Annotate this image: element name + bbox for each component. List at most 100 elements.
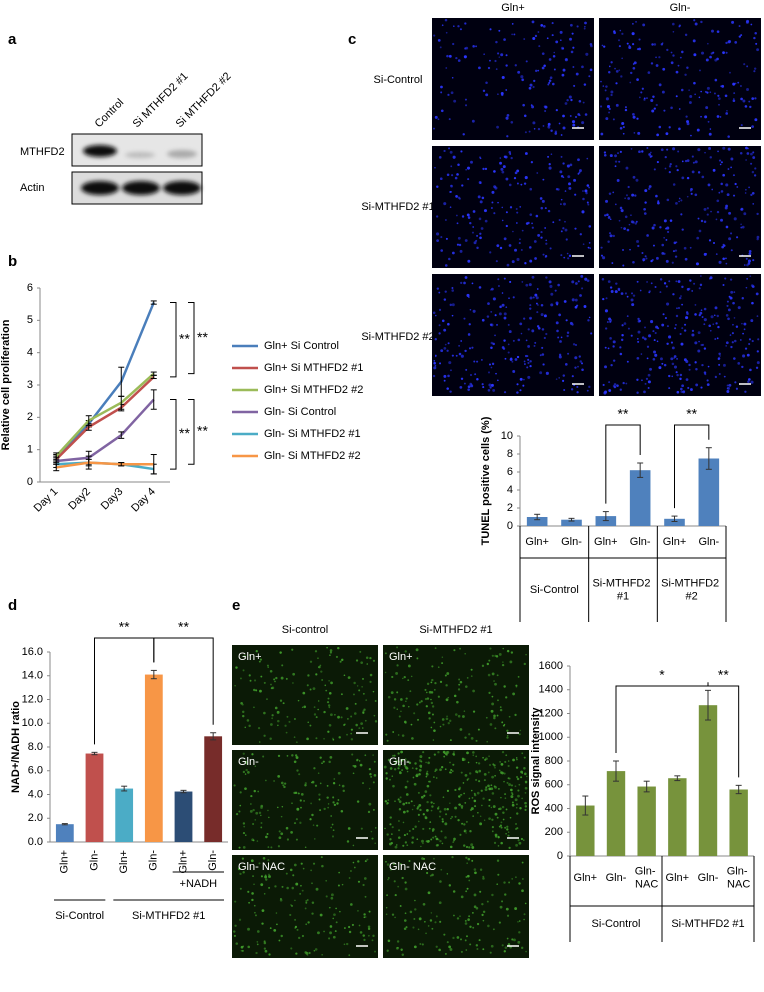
cell-dot — [314, 948, 318, 951]
cell-dot — [317, 700, 320, 702]
cell-dot — [548, 81, 551, 84]
panel-label: e — [232, 597, 240, 614]
cell-dot — [480, 789, 483, 792]
cell-dot — [391, 913, 395, 916]
cell-dot — [648, 185, 652, 188]
cell-dot — [418, 701, 421, 704]
cell-dot — [714, 306, 718, 310]
y-tick-label: 2 — [27, 411, 33, 423]
cell-dot — [397, 752, 400, 755]
cell-dot — [620, 209, 624, 213]
cell-dot — [359, 650, 362, 653]
cell-dot — [503, 950, 506, 953]
cell-dot — [603, 153, 607, 157]
cell-dot — [653, 350, 657, 354]
cell-dot — [524, 262, 527, 265]
cell-dot — [443, 202, 447, 206]
cell-dot — [449, 150, 453, 154]
cell-dot — [294, 918, 297, 921]
cell-dot — [247, 770, 250, 774]
cell-dot — [737, 306, 741, 310]
cell-dot — [499, 157, 502, 159]
cell-dot — [234, 900, 237, 903]
cell-dot — [457, 714, 461, 718]
cell-dot — [487, 388, 491, 392]
cell-dot — [698, 287, 701, 290]
cell-dot — [268, 953, 271, 956]
cell-dot — [568, 254, 572, 258]
cell-dot — [311, 813, 314, 817]
cell-dot — [290, 830, 293, 834]
cell-dot — [399, 863, 402, 866]
cell-dot — [581, 362, 583, 365]
cell-dot — [527, 344, 531, 348]
cell-dot — [352, 844, 355, 847]
cell-dot — [516, 383, 519, 386]
cell-dot — [446, 672, 450, 675]
cell-dot — [520, 183, 523, 186]
cell-dot — [748, 100, 751, 103]
cell-dot — [705, 106, 709, 110]
cell-dot — [411, 841, 414, 844]
cell-dot — [745, 159, 747, 161]
cell-dot — [523, 756, 526, 759]
cell-dot — [504, 760, 507, 764]
cell-dot — [425, 761, 427, 764]
cell-dot — [609, 318, 613, 322]
cell-dot — [504, 797, 507, 799]
cell-dot — [271, 717, 274, 720]
cell-dot — [746, 278, 748, 280]
cell-dot — [680, 199, 683, 202]
cell-dot — [402, 810, 406, 814]
cell-dot — [394, 762, 397, 766]
cell-dot — [518, 841, 522, 845]
cell-dot — [620, 338, 624, 342]
cell-dot — [679, 332, 682, 336]
cell-dot — [360, 827, 363, 830]
cell-dot — [750, 284, 754, 287]
cell-dot — [711, 29, 714, 33]
cell-dot — [324, 684, 327, 687]
cell-dot — [335, 655, 339, 659]
cell-dot — [529, 259, 533, 263]
cell-dot — [470, 668, 473, 671]
cell-dot — [427, 839, 430, 843]
cell-dot — [612, 191, 615, 194]
cell-dot — [374, 827, 377, 829]
cell-dot — [729, 232, 733, 235]
cell-dot — [671, 346, 675, 350]
cell-dot — [486, 740, 488, 743]
cell-dot — [470, 374, 472, 377]
cell-dot — [447, 696, 450, 699]
cell-dot — [459, 249, 463, 253]
cell-dot — [239, 872, 242, 876]
cell-dot — [403, 834, 406, 837]
annotation: ** — [178, 619, 189, 635]
cell-dot — [527, 328, 530, 331]
cell-dot — [525, 283, 529, 287]
cell-dot — [471, 119, 475, 123]
y-tick-label: 4 — [507, 484, 513, 496]
cell-dot — [512, 230, 514, 233]
y-tick-label: 1000 — [539, 731, 563, 743]
bar — [729, 789, 748, 856]
cell-dot — [515, 207, 518, 210]
cell-dot — [636, 378, 639, 381]
cell-dot — [506, 828, 509, 831]
cell-dot — [627, 197, 631, 200]
cell-dot — [401, 953, 404, 956]
cell-dot — [475, 761, 478, 764]
cell-dot — [678, 197, 681, 200]
cell-dot — [674, 327, 677, 330]
cell-dot — [328, 706, 331, 709]
cell-dot — [252, 875, 254, 877]
cell-dot — [233, 934, 236, 937]
cell-dot — [499, 824, 502, 827]
cell-dot — [604, 365, 607, 369]
cell-dot — [615, 282, 618, 285]
cell-dot — [400, 750, 403, 754]
cell-dot — [487, 66, 491, 70]
cell-dot — [516, 391, 519, 394]
cell-dot — [277, 775, 281, 778]
cell-dot — [529, 360, 532, 363]
